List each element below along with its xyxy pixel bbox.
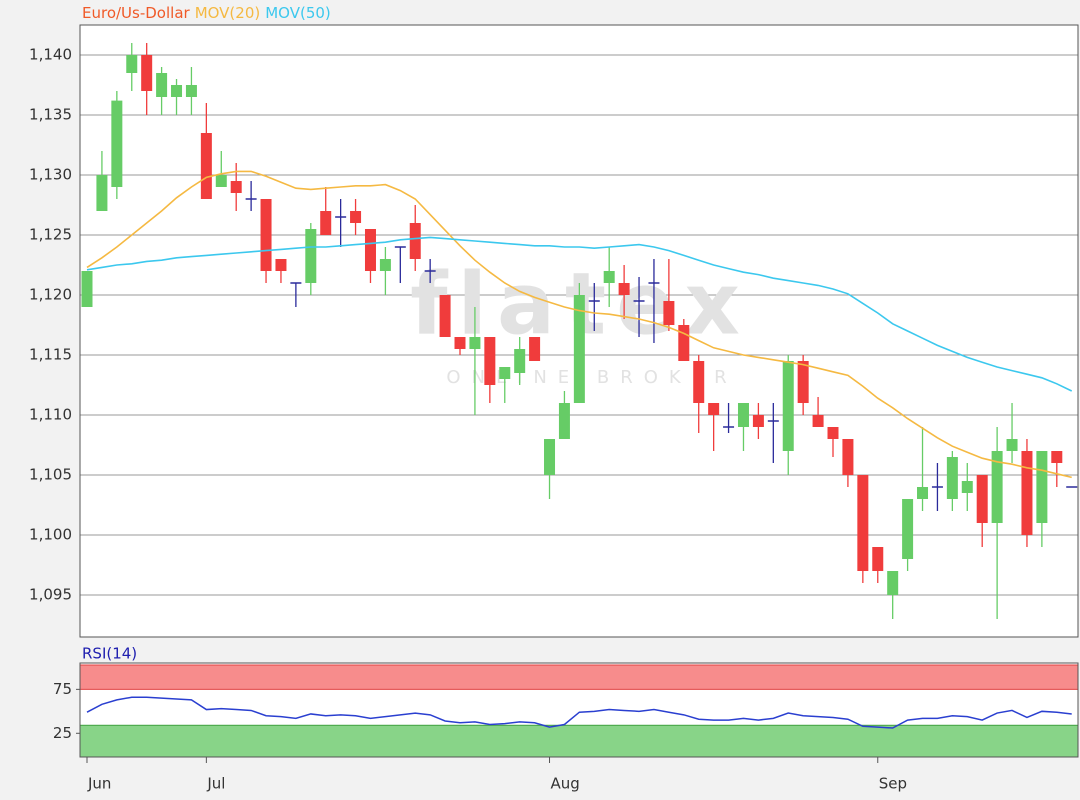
candle-body (693, 361, 705, 403)
candle-body (708, 403, 720, 415)
candle-body (663, 301, 675, 325)
candle-body (976, 475, 988, 523)
candle-body (409, 223, 421, 259)
rsi-title: RSI(14) (82, 645, 137, 663)
rsi-plot-border (79, 662, 1079, 758)
candle-body (275, 259, 287, 271)
candle-body (752, 415, 764, 427)
candle-body (364, 229, 376, 271)
y-tick-label: 1,100 (29, 526, 72, 544)
x-tick-label: Jul (206, 775, 225, 793)
candle-body (737, 403, 749, 427)
candle-body (379, 259, 391, 271)
candle-body (439, 295, 451, 337)
y-tick-label: 75 (53, 680, 72, 698)
y-tick-label: 25 (53, 724, 72, 742)
moving-average-line (86, 236, 1073, 392)
moving-average-line (86, 170, 1072, 479)
candle-body (260, 199, 272, 271)
candle-body (484, 337, 496, 385)
candle-body (96, 175, 108, 211)
candle-body (1021, 451, 1033, 535)
candle-body (573, 295, 585, 403)
candle-body (81, 271, 93, 307)
candle-body (350, 211, 362, 223)
x-tick-label: Sep (879, 775, 907, 793)
candle-body (320, 211, 332, 235)
candle-body (618, 283, 630, 295)
candle-body (544, 439, 556, 475)
candle-body (185, 85, 197, 97)
candle-body (872, 547, 884, 571)
candle-body (469, 337, 481, 349)
candle-body (812, 415, 824, 427)
candle-body (961, 481, 973, 493)
candle-body (842, 439, 854, 475)
y-tick-label: 1,140 (29, 46, 72, 64)
candle-body (171, 85, 183, 97)
candle-body (946, 457, 958, 499)
candle-body (797, 361, 809, 403)
candle-body (827, 427, 839, 439)
y-tick-label: 1,130 (29, 166, 72, 184)
candle-body (156, 73, 168, 97)
y-tick-label: 1,115 (29, 346, 72, 364)
candle-body (126, 55, 138, 73)
candle-body (230, 181, 242, 193)
plot-border (79, 24, 1079, 638)
candle-body (887, 571, 899, 595)
candle-body (215, 175, 227, 187)
candle-body (305, 229, 317, 283)
candle-body (141, 55, 153, 91)
legend-entry: MOV(20) (195, 4, 261, 22)
overbought-zone (79, 664, 1079, 690)
candle-body (514, 349, 526, 373)
candle-body (678, 325, 690, 361)
candle-body (529, 337, 541, 361)
y-tick-label: 1,120 (29, 286, 72, 304)
rsi-line (86, 696, 1072, 729)
y-tick-label: 1,135 (29, 106, 72, 124)
x-tick-label: Aug (551, 775, 580, 793)
candle-body (454, 337, 466, 349)
candle-body (857, 475, 869, 571)
candle-body (111, 100, 123, 187)
legend: Euro/Us-Dollar MOV(20) MOV(50) (82, 4, 331, 22)
candle-body (991, 451, 1003, 523)
candle-body (1036, 451, 1048, 523)
y-tick-label: 1,095 (29, 586, 72, 604)
candle-body (200, 133, 212, 199)
candle-body (902, 499, 914, 559)
candle-body (782, 361, 794, 451)
candle-body (499, 367, 511, 379)
x-tick-label: Jun (87, 775, 111, 793)
candle-body (1006, 439, 1018, 451)
candle-body (558, 403, 570, 439)
candle-body (603, 271, 615, 283)
legend-entry: Euro/Us-Dollar (82, 4, 191, 22)
candle-body (1051, 451, 1063, 463)
candle-body (917, 487, 929, 499)
y-tick-label: 1,110 (29, 406, 72, 424)
legend-entry: MOV(50) (265, 4, 331, 22)
y-tick-label: 1,125 (29, 226, 72, 244)
oversold-zone (79, 724, 1079, 758)
y-tick-label: 1,105 (29, 466, 72, 484)
